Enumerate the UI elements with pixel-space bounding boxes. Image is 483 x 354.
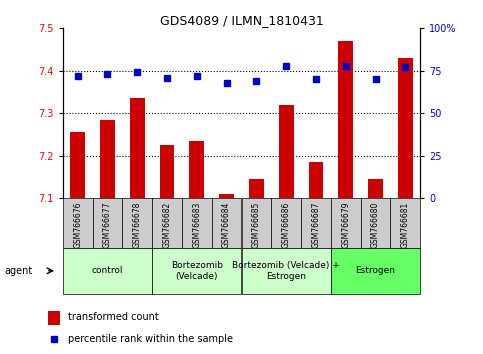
- Text: Bortezomib
(Velcade): Bortezomib (Velcade): [171, 261, 223, 280]
- Bar: [189, 141, 204, 198]
- Bar: [152, 248, 242, 294]
- Bar: [182, 198, 212, 248]
- Text: GSM766679: GSM766679: [341, 202, 350, 248]
- Text: control: control: [92, 266, 123, 275]
- Bar: [301, 198, 331, 248]
- Bar: [63, 198, 93, 248]
- Bar: [271, 198, 301, 248]
- Bar: [242, 198, 271, 248]
- Bar: [279, 105, 294, 198]
- Text: GSM766681: GSM766681: [401, 202, 410, 248]
- Text: GSM766686: GSM766686: [282, 202, 291, 248]
- Bar: [249, 179, 264, 198]
- Bar: [100, 120, 115, 198]
- Bar: [159, 145, 174, 198]
- Bar: [309, 162, 324, 198]
- Bar: [242, 248, 331, 294]
- Bar: [331, 198, 361, 248]
- Bar: [331, 248, 420, 294]
- Text: GSM766685: GSM766685: [252, 202, 261, 248]
- Bar: [390, 198, 420, 248]
- Text: transformed count: transformed count: [68, 312, 159, 322]
- Bar: [47, 312, 60, 325]
- Text: GSM766684: GSM766684: [222, 202, 231, 248]
- Text: agent: agent: [5, 266, 33, 276]
- Bar: [398, 58, 413, 198]
- Text: Estrogen: Estrogen: [355, 266, 396, 275]
- Bar: [122, 198, 152, 248]
- Bar: [130, 98, 145, 198]
- Text: GSM766676: GSM766676: [73, 202, 82, 248]
- Bar: [338, 41, 353, 198]
- Text: GSM766682: GSM766682: [163, 202, 171, 248]
- Text: GSM766683: GSM766683: [192, 202, 201, 248]
- Text: GSM766680: GSM766680: [371, 202, 380, 248]
- Bar: [219, 194, 234, 198]
- Bar: [368, 179, 383, 198]
- Text: Bortezomib (Velcade) +
Estrogen: Bortezomib (Velcade) + Estrogen: [232, 261, 340, 280]
- Text: GSM766687: GSM766687: [312, 202, 320, 248]
- Bar: [152, 198, 182, 248]
- Bar: [70, 132, 85, 198]
- Bar: [63, 248, 152, 294]
- Bar: [361, 198, 390, 248]
- Bar: [93, 198, 122, 248]
- Text: percentile rank within the sample: percentile rank within the sample: [68, 334, 233, 344]
- Bar: [212, 198, 242, 248]
- Title: GDS4089 / ILMN_1810431: GDS4089 / ILMN_1810431: [159, 14, 324, 27]
- Text: GSM766677: GSM766677: [103, 202, 112, 248]
- Text: GSM766678: GSM766678: [133, 202, 142, 248]
